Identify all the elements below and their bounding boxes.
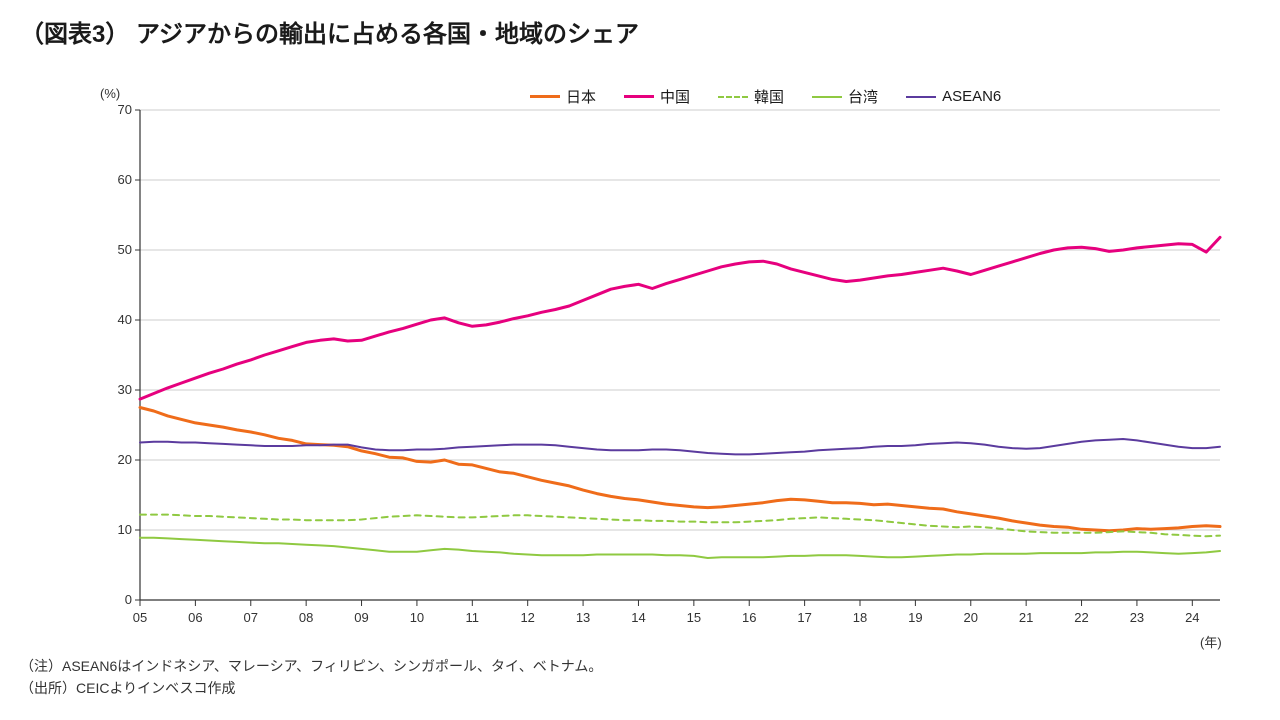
x-tick-label: 18 [845,610,875,625]
x-tick-label: 13 [568,610,598,625]
x-tick-label: 07 [236,610,266,625]
legend-label: 韓国 [754,86,784,107]
y-tick-label: 50 [92,242,132,257]
y-tick-label: 40 [92,312,132,327]
x-tick-label: 24 [1177,610,1207,625]
series-line [140,538,1220,558]
y-tick-label: 60 [92,172,132,187]
legend-label: 台湾 [848,86,878,107]
chart-figure: { "title": "（図表3） アジアからの輸出に占める各国・地域のシェア"… [0,0,1280,720]
x-tick-label: 19 [900,610,930,625]
y-tick-label: 30 [92,382,132,397]
x-tick-label: 23 [1122,610,1152,625]
x-axis-unit: (年) [1200,632,1222,651]
x-tick-label: 11 [457,610,487,625]
x-tick-label: 08 [291,610,321,625]
x-tick-label: 05 [125,610,155,625]
legend-item: 日本 [530,86,596,107]
x-tick-label: 16 [734,610,764,625]
legend-item: ASEAN6 [906,88,1001,105]
legend-item: 中国 [624,86,690,107]
x-tick-label: 15 [679,610,709,625]
x-tick-label: 06 [180,610,210,625]
legend-swatch [812,96,842,98]
y-tick-label: 70 [92,102,132,117]
legend: 日本 中国 韓国 台湾 ASEAN6 [530,86,1001,107]
x-tick-label: 12 [513,610,543,625]
y-axis-unit: (%) [100,86,120,101]
legend-item: 台湾 [812,86,878,107]
legend-label: 中国 [660,86,690,107]
legend-label: 日本 [566,86,596,107]
legend-swatch [530,95,560,98]
legend-swatch [906,96,936,98]
legend-label: ASEAN6 [942,88,1001,105]
x-tick-label: 17 [790,610,820,625]
legend-swatch [718,96,748,98]
footnote-1: （注）ASEAN6はインドネシア、マレーシア、フィリピン、シンガポール、タイ、ベ… [20,656,602,677]
y-tick-label: 10 [92,522,132,537]
footnote-2: （出所）CEICよりインベスコ作成 [20,678,235,699]
x-tick-label: 14 [623,610,653,625]
line-chart-plot [140,110,1220,600]
legend-item: 韓国 [718,86,784,107]
series-line [140,408,1220,531]
x-tick-label: 10 [402,610,432,625]
x-tick-label: 21 [1011,610,1041,625]
x-tick-label: 22 [1067,610,1097,625]
x-tick-label: 20 [956,610,986,625]
y-tick-label: 0 [92,592,132,607]
y-tick-label: 20 [92,452,132,467]
x-tick-label: 09 [347,610,377,625]
chart-title: （図表3） アジアからの輸出に占める各国・地域のシェア [20,14,639,49]
series-line [140,237,1220,399]
legend-swatch [624,95,654,98]
